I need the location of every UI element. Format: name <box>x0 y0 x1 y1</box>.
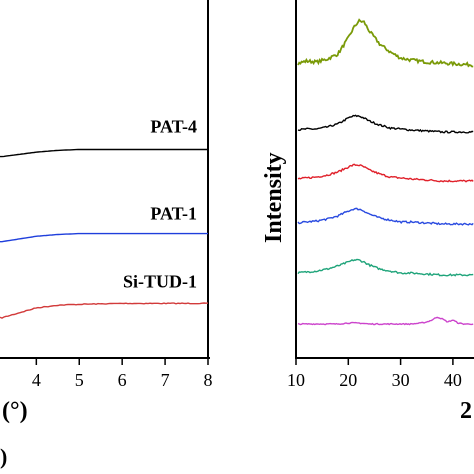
right-plot-x-axis-label: 2 <box>460 398 472 424</box>
right-plot-x-tick-label: 40 <box>444 370 462 390</box>
xrd-panel: 10 20 30 40 Intensity 2 <box>261 0 474 424</box>
left-plot-series-line <box>0 302 209 319</box>
left-plot-x-tick-label: 8 <box>204 370 213 390</box>
right-plot-series-line <box>297 18 474 68</box>
left-plot-x-axis-label: (°) <box>2 398 28 424</box>
left-plot-curve-label: Si-TUD-1 <box>123 271 197 291</box>
left-plot-series-line <box>0 148 208 158</box>
right-plot-series-line <box>297 163 474 183</box>
left-plot-curve-label: PAT-1 <box>150 204 197 224</box>
left-plot-curve-labels: PAT-4 PAT-1 Si-TUD-1 <box>123 116 197 291</box>
left-plot-x-tick-label: 6 <box>118 370 127 390</box>
right-plot-series-line <box>297 316 474 326</box>
left-plot-series-line <box>0 232 208 243</box>
right-plot-x-tick-label: 30 <box>392 370 410 390</box>
left-plot-x-tick-label: 7 <box>161 370 170 390</box>
right-plot-series-line <box>297 114 474 134</box>
left-plot-x-tick-label: 4 <box>32 370 41 390</box>
right-plot-series-line <box>297 258 474 277</box>
left-plot-series <box>0 148 209 319</box>
right-plot-x-ticks: 10 20 30 40 <box>287 358 462 390</box>
right-plot-x-tick-label: 20 <box>339 370 357 390</box>
right-plot-x-tick-label: 10 <box>287 370 305 390</box>
left-panel-tag: ) <box>0 444 7 469</box>
right-plot-series-line <box>297 207 474 226</box>
left-plot-curve-label: PAT-4 <box>150 116 197 136</box>
left-plot-x-ticks: 4 5 6 7 8 <box>32 358 213 390</box>
saxs-panel: 4 5 6 7 8 PAT-4 PAT-1 Si-TUD-1 (°) ) <box>0 0 213 469</box>
right-plot-y-axis-label: Intensity <box>261 152 287 243</box>
right-plot-series <box>297 18 474 326</box>
left-plot-x-tick-label: 5 <box>75 370 84 390</box>
